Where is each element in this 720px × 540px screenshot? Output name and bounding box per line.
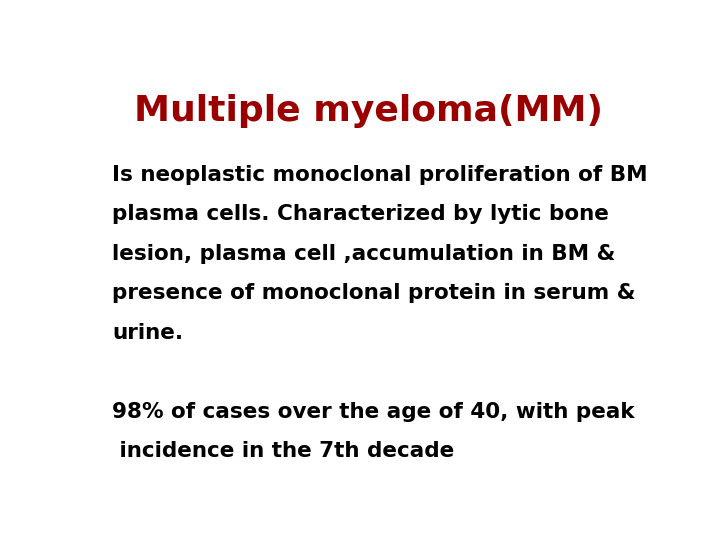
Text: urine.: urine. [112,322,184,342]
Text: presence of monoclonal protein in serum &: presence of monoclonal protein in serum … [112,283,636,303]
Text: 98% of cases over the age of 40, with peak: 98% of cases over the age of 40, with pe… [112,402,635,422]
Text: incidence in the 7th decade: incidence in the 7th decade [112,441,454,461]
Text: Multiple myeloma(MM): Multiple myeloma(MM) [135,94,603,128]
Text: plasma cells. Characterized by lytic bone: plasma cells. Characterized by lytic bon… [112,204,609,224]
Text: lesion, plasma cell ,accumulation in BM &: lesion, plasma cell ,accumulation in BM … [112,244,616,264]
Text: Is neoplastic monoclonal proliferation of BM: Is neoplastic monoclonal proliferation o… [112,165,648,185]
